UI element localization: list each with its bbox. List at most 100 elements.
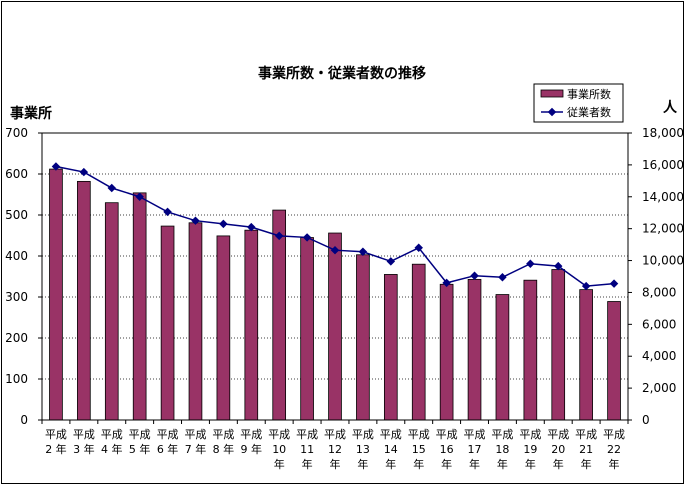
line-point <box>219 219 228 229</box>
x-tick-label-era: 平成 <box>519 428 541 441</box>
x-tick-label-era: 平成 <box>547 428 569 441</box>
x-tick-label-era: 平成 <box>45 428 67 441</box>
line-point <box>386 257 396 266</box>
axes <box>41 132 629 421</box>
left-tick-label: 300 <box>5 290 28 304</box>
line-point <box>79 167 89 177</box>
right-axis-label: 人 <box>663 99 678 116</box>
right-tick-label: 18,000 <box>642 126 683 140</box>
bar <box>328 232 342 421</box>
x-tick-label-era: 平成 <box>352 428 374 441</box>
bar <box>132 192 147 421</box>
x-tick-label-year: 20 <box>551 443 565 456</box>
right-axis-ticks: 0 2,000 4,000 6,000 8,000 10,000 12,000 14,000 1… <box>628 126 683 427</box>
line-point <box>330 245 340 255</box>
x-tick-label-year: 18 <box>495 443 509 456</box>
left-axis-ticks: 0 100 200 300 400 500 600 700 <box>5 126 42 427</box>
x-tick-label-suffix: 年 <box>525 457 536 471</box>
legend-line-label: 従業者数 <box>567 106 611 119</box>
x-tick-label-year: 19 <box>523 443 537 456</box>
legend: 事業所数 従業者数 <box>533 83 624 123</box>
right-tick-label: 16,000 <box>642 158 683 172</box>
x-tick-label-year: 12 <box>328 443 342 456</box>
left-tick-label: 500 <box>5 208 28 222</box>
right-tick-label: 12,000 <box>642 222 683 236</box>
x-tick-label-era: 平成 <box>184 428 206 441</box>
x-tick-label-suffix: 年 <box>469 457 480 471</box>
bar <box>244 229 259 421</box>
x-tick-label-era: 平成 <box>268 428 290 441</box>
x-tick-label-year: 21 <box>579 443 593 456</box>
bar <box>411 263 426 421</box>
line-point <box>302 233 312 242</box>
x-tick-label-suffix: 年 <box>357 457 368 471</box>
bar <box>104 202 119 421</box>
x-tick-label-suffix: 年 <box>413 457 424 471</box>
chart-title: 事業所数・従業者数の推移 <box>258 65 426 82</box>
x-tick-label-year: 9 年 <box>241 442 263 456</box>
line-point <box>442 278 451 288</box>
bar <box>607 301 621 421</box>
line-point <box>470 271 479 280</box>
x-tick-label-year: 22 <box>607 443 621 456</box>
x-tick-label-era: 平成 <box>101 428 123 441</box>
line-point <box>526 259 535 268</box>
x-tick-label-suffix: 年 <box>497 457 508 471</box>
x-tick-label-year: 16 <box>440 443 454 456</box>
x-tick-label-era: 平成 <box>296 428 318 441</box>
left-tick-label: 600 <box>5 167 28 181</box>
x-tick-label-era: 平成 <box>380 428 402 441</box>
left-tick-label: 400 <box>5 249 28 263</box>
bar <box>579 289 593 421</box>
x-tick-label-era: 平成 <box>408 428 430 441</box>
x-tick-label-suffix: 年 <box>302 457 313 471</box>
x-tick-label-suffix: 年 <box>385 457 396 471</box>
right-tick-label: 4,000 <box>642 349 676 363</box>
x-tick-label-era: 平成 <box>212 428 234 441</box>
line-point <box>609 279 619 288</box>
x-tick-label-era: 平成 <box>436 428 458 441</box>
line-point <box>498 273 507 282</box>
line-series <box>51 162 619 291</box>
x-tick-label-year: 8 年 <box>213 442 235 456</box>
left-tick-label: 200 <box>5 331 28 345</box>
line-point <box>163 207 172 217</box>
x-tick-label-era: 平成 <box>575 428 597 441</box>
line-point <box>414 243 423 253</box>
right-tick-label: 6,000 <box>642 317 676 331</box>
bar <box>495 294 510 421</box>
x-tick-label-year: 11 <box>300 443 314 456</box>
right-tick-label: 0 <box>642 413 650 427</box>
x-tick-label-year: 15 <box>412 443 426 456</box>
bar <box>272 209 287 421</box>
bar <box>216 235 231 421</box>
x-tick-label-era: 平成 <box>603 428 625 441</box>
bar <box>160 225 175 421</box>
x-tick-label-year: 2 年 <box>45 442 67 456</box>
x-tick-label-era: 平成 <box>491 428 513 441</box>
bar <box>439 283 454 421</box>
line-point <box>191 216 200 225</box>
line-point <box>553 261 563 271</box>
bar <box>356 254 370 421</box>
x-tick-label-year: 6 年 <box>157 442 179 456</box>
legend-bar-swatch <box>540 89 564 98</box>
bar <box>49 168 63 421</box>
bar <box>188 222 203 421</box>
x-tick-label-suffix: 年 <box>330 457 341 471</box>
right-tick-label: 14,000 <box>642 190 683 204</box>
x-tick-label-era: 平成 <box>73 428 95 441</box>
x-tick-label-suffix: 年 <box>609 457 620 471</box>
left-axis-label: 事業所 <box>10 105 52 122</box>
x-tick-label-year: 5 年 <box>129 442 151 456</box>
line-point <box>107 183 117 193</box>
x-tick-label-suffix: 年 <box>581 457 592 471</box>
bar <box>467 278 482 421</box>
right-tick-label: 10,000 <box>642 254 683 268</box>
bar <box>77 180 91 421</box>
x-tick-label-suffix: 年 <box>553 457 564 471</box>
x-tick-label-year: 17 <box>468 443 482 456</box>
right-tick-label: 8,000 <box>642 285 676 299</box>
line-point <box>581 281 591 291</box>
